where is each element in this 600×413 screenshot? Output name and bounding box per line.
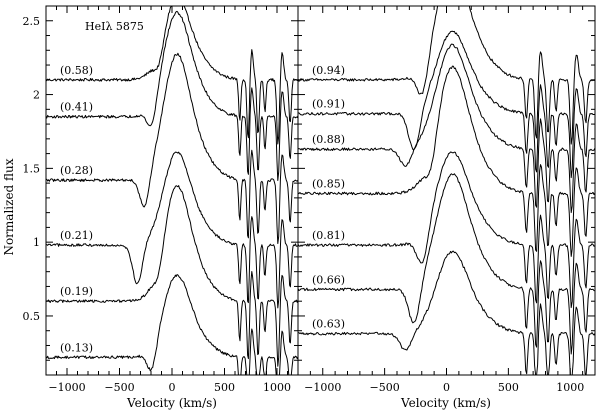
phase-label: (0.66)	[312, 273, 345, 286]
phase-label: (0.58)	[60, 64, 93, 77]
x-tick-label: 1000	[556, 381, 584, 394]
phase-label: (0.91)	[312, 98, 345, 111]
panel-right: −1000 −500 0 500 1000 (0.94) (0.91) (0.88) (0.8…	[297, 5, 596, 410]
phase-label: (0.21)	[60, 229, 93, 242]
panel-left: −1000 −500 0 500 1000 0.5 1 1.5 2 2.5 (0.58) (0.41…	[23, 5, 299, 410]
spectrum-line	[45, 274, 299, 376]
panel-left-phase-labels: (0.58) (0.41) (0.28) (0.21) (0.19) (0.13)	[60, 64, 93, 354]
phase-label: (0.13)	[60, 341, 93, 354]
panel-right-phase-labels: (0.94) (0.91) (0.88) (0.85) (0.81) (0.66) (0.6…	[312, 64, 345, 331]
spectrum-line	[45, 10, 299, 181]
x-tick-label: 0	[443, 381, 450, 394]
x-axis-label-right: Velocity (km/s)	[400, 396, 491, 410]
spectrum-line	[45, 185, 299, 367]
spectrum-line	[297, 43, 596, 214]
phase-label: (0.63)	[312, 318, 345, 331]
panel-left-line-id: HeIλ 5875	[85, 20, 144, 33]
phase-label: (0.94)	[312, 64, 345, 77]
y-tick-label: 2	[33, 89, 40, 102]
x-tick-label: 0	[169, 381, 176, 394]
spectrum-line	[297, 65, 596, 257]
x-tick-label: −1000	[48, 381, 85, 394]
phase-label: (0.88)	[312, 133, 345, 146]
x-axis-label-left: Velocity (km/s)	[126, 396, 217, 410]
x-tick-label: −500	[104, 381, 134, 394]
phase-label: (0.19)	[60, 285, 93, 298]
spectrum-line	[297, 5, 596, 145]
spectrum-line	[297, 30, 596, 179]
y-tick-label: 1	[33, 236, 40, 249]
spectrum-line	[45, 5, 298, 145]
x-tick-label: 1000	[263, 381, 291, 394]
panel-left-spectra	[45, 5, 299, 376]
y-axis-label: Normalized flux	[2, 158, 16, 255]
y-tick-label: 0.5	[23, 310, 41, 323]
phase-label: (0.85)	[312, 177, 345, 190]
spectrum-line	[297, 250, 596, 376]
phase-label: (0.28)	[60, 164, 93, 177]
x-tick-label: 500	[498, 381, 519, 394]
x-tick-label: −1000	[304, 381, 341, 394]
y-tick-label: 2.5	[23, 15, 41, 28]
phase-label: (0.81)	[312, 229, 345, 242]
x-tick-label: −500	[370, 381, 400, 394]
phase-label: (0.41)	[60, 101, 93, 114]
panel-left-ticks: −1000 −500 0 500 1000 0.5 1 1.5 2 2.5	[23, 6, 298, 394]
panel-right-ticks: −1000 −500 0 500 1000	[298, 6, 595, 394]
x-tick-label: 500	[214, 381, 235, 394]
spectrum-line	[297, 151, 596, 309]
panel-right-spectra	[297, 5, 596, 376]
spectrum-line	[45, 151, 299, 309]
spectrum-line	[45, 52, 299, 244]
spectrum-line	[297, 173, 596, 355]
y-tick-label: 1.5	[23, 162, 41, 175]
